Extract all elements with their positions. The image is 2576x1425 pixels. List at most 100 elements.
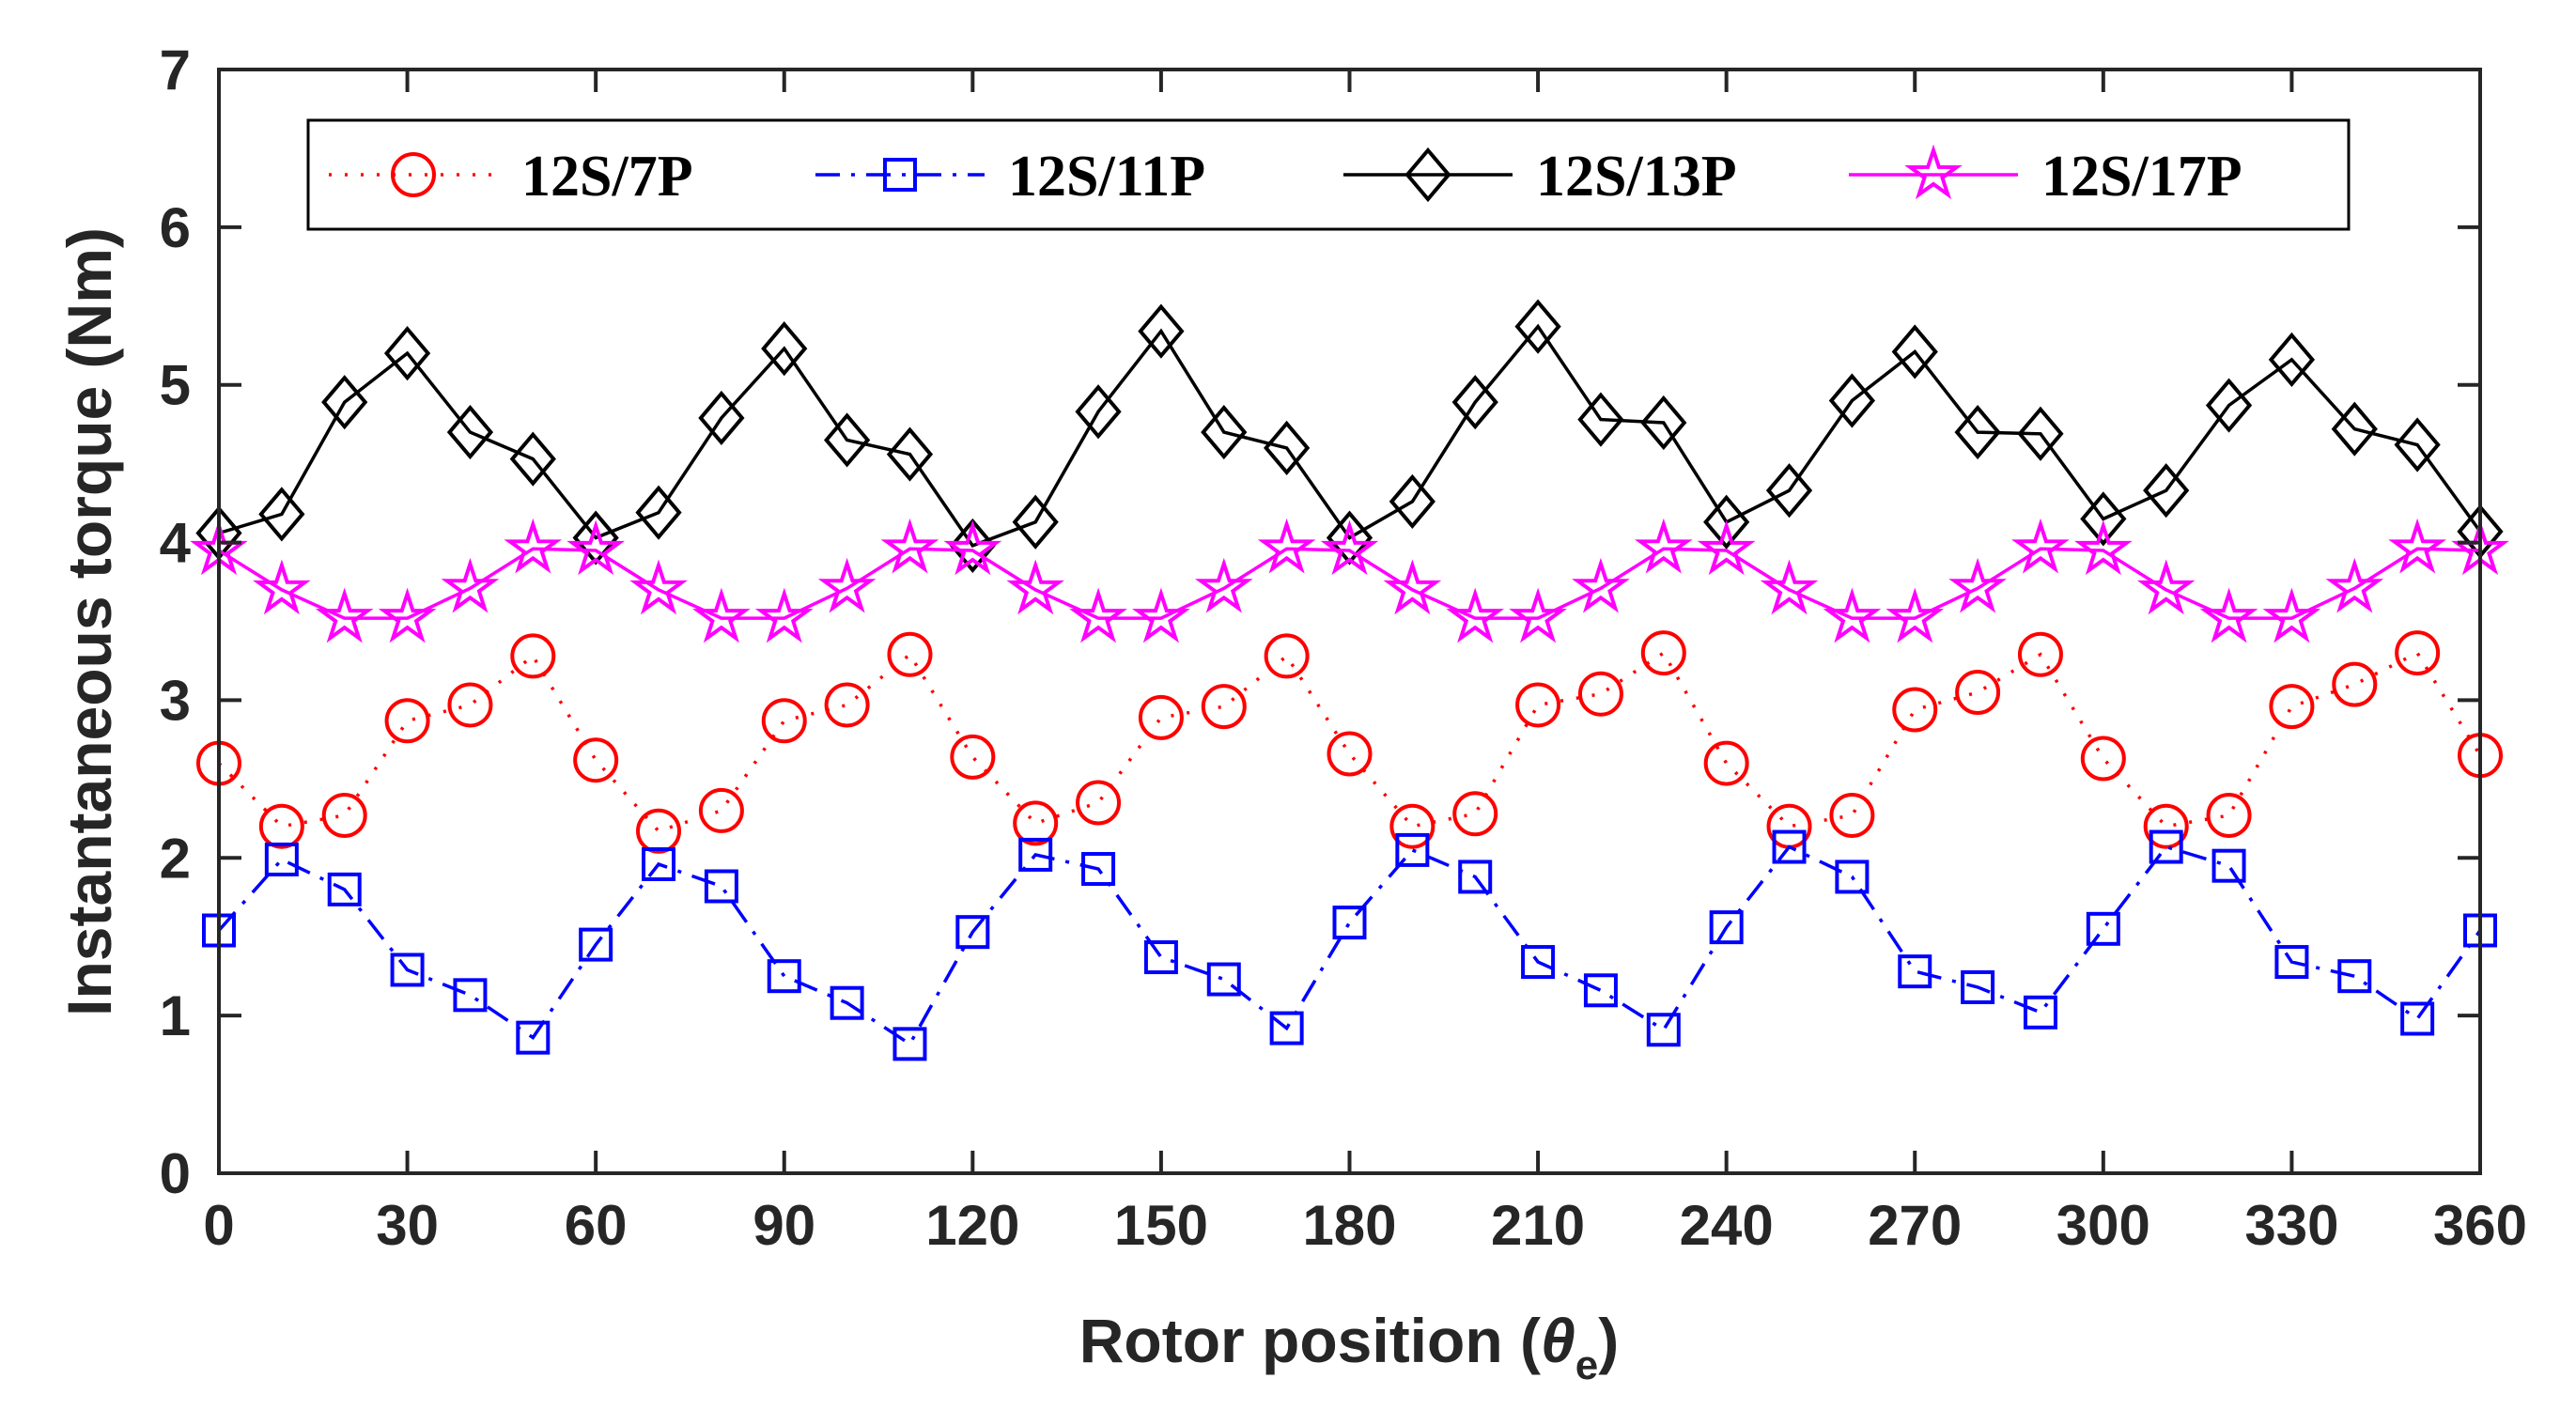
- x-tick-label: 300: [2056, 1194, 2150, 1257]
- data-point: [943, 519, 1002, 576]
- data-point: [2269, 684, 2315, 730]
- data-point: [1446, 587, 1505, 643]
- data-point: [1006, 559, 1064, 615]
- x-tick-label: 270: [1868, 1194, 1962, 1257]
- data-point: [1451, 375, 1498, 430]
- data-point: [761, 321, 808, 377]
- x-tick-label: 120: [925, 1194, 1019, 1257]
- data-point: [1201, 684, 1247, 730]
- data-point: [1269, 1011, 1304, 1046]
- data-point: [2331, 401, 2378, 457]
- data-point: [2017, 631, 2063, 677]
- legend-entry: 12S/7P: [329, 145, 693, 209]
- data-point: [1012, 494, 1059, 550]
- y-axis-label: Instantaneous torque (Nm): [54, 227, 124, 1016]
- data-point: [1635, 518, 1693, 574]
- data-point: [390, 953, 425, 987]
- series-12s-7p: [196, 630, 2503, 854]
- data-point: [1264, 633, 1310, 679]
- data-point: [2017, 406, 2064, 461]
- legend-marker: [1904, 144, 1963, 200]
- data-point: [1955, 670, 2001, 716]
- data-point: [817, 557, 877, 613]
- series-line: [217, 844, 2482, 1046]
- legend-entry: 12S/13P: [1343, 145, 1737, 209]
- data-point: [2023, 995, 2057, 1030]
- data-point: [1583, 973, 1618, 1008]
- data-point: [2086, 911, 2120, 946]
- data-point: [1264, 420, 1311, 475]
- data-point: [1383, 559, 1442, 615]
- data-point: [1703, 494, 1750, 550]
- data-point: [572, 510, 619, 565]
- data-point: [1954, 404, 2001, 460]
- data-point: [2080, 491, 2127, 547]
- data-point: [704, 869, 738, 904]
- data-point: [1458, 860, 1493, 894]
- data-point: [252, 559, 311, 615]
- data-point: [698, 390, 745, 446]
- data-point: [2205, 378, 2253, 433]
- data-point: [321, 375, 368, 430]
- data-point: [1201, 404, 1248, 460]
- legend-marker: [1404, 147, 1451, 203]
- data-point: [509, 431, 556, 487]
- data-point: [2337, 959, 2372, 994]
- legend-label: 12S/17P: [2041, 145, 2242, 209]
- data-point: [1772, 829, 1807, 864]
- data-point: [2080, 736, 2126, 782]
- data-point: [327, 872, 362, 906]
- data-point: [573, 737, 619, 783]
- data-point: [955, 915, 990, 950]
- y-tick-label: 2: [160, 827, 191, 890]
- data-point: [1389, 473, 1435, 530]
- data-point: [629, 559, 688, 615]
- data-point: [447, 682, 493, 728]
- data-point: [1640, 395, 1687, 451]
- data-point: [2388, 518, 2447, 574]
- x-tick-label: 240: [1680, 1194, 1774, 1257]
- data-point: [1206, 962, 1241, 997]
- data-point: [1013, 800, 1059, 846]
- legend-entry: 12S/11P: [815, 145, 1205, 209]
- data-point: [887, 631, 933, 677]
- y-tick-label: 7: [160, 39, 191, 101]
- data-point: [1143, 940, 1178, 975]
- data-point: [1515, 682, 1561, 728]
- data-point: [2211, 848, 2246, 883]
- data-point: [767, 959, 801, 994]
- data-point: [830, 985, 864, 1020]
- data-point: [383, 326, 431, 381]
- legend-label: 12S/7P: [521, 145, 693, 209]
- plot-background: [219, 70, 2480, 1173]
- data-point: [2332, 661, 2378, 707]
- data-point: [1320, 519, 1379, 576]
- data-point: [892, 1027, 927, 1061]
- data-point: [692, 587, 751, 643]
- data-point: [1327, 731, 1373, 777]
- data-point: [579, 927, 613, 962]
- data-point: [1891, 324, 1938, 379]
- data-point: [1760, 559, 1819, 615]
- data-point: [2143, 803, 2189, 849]
- y-tick-label: 5: [160, 354, 191, 417]
- data-point: [1138, 303, 1185, 359]
- data-point: [2262, 587, 2321, 643]
- data-point: [1138, 694, 1184, 740]
- y-tick-label: 4: [160, 512, 192, 575]
- data-point: [1326, 510, 1373, 565]
- data-point: [1194, 557, 1253, 613]
- x-tick-label: 360: [2433, 1194, 2527, 1257]
- data-point: [1577, 392, 1624, 447]
- data-point: [264, 842, 299, 876]
- data-point: [2206, 792, 2252, 838]
- data-point: [880, 518, 939, 574]
- x-tick-label: 210: [1491, 1194, 1585, 1257]
- data-point: [1577, 671, 1623, 717]
- data-point: [1898, 954, 1932, 989]
- data-point: [2074, 519, 2133, 576]
- data-point: [1765, 463, 1813, 519]
- data-point: [1829, 792, 1875, 838]
- data-point: [1389, 803, 1435, 849]
- x-tick-label: 330: [2244, 1194, 2338, 1257]
